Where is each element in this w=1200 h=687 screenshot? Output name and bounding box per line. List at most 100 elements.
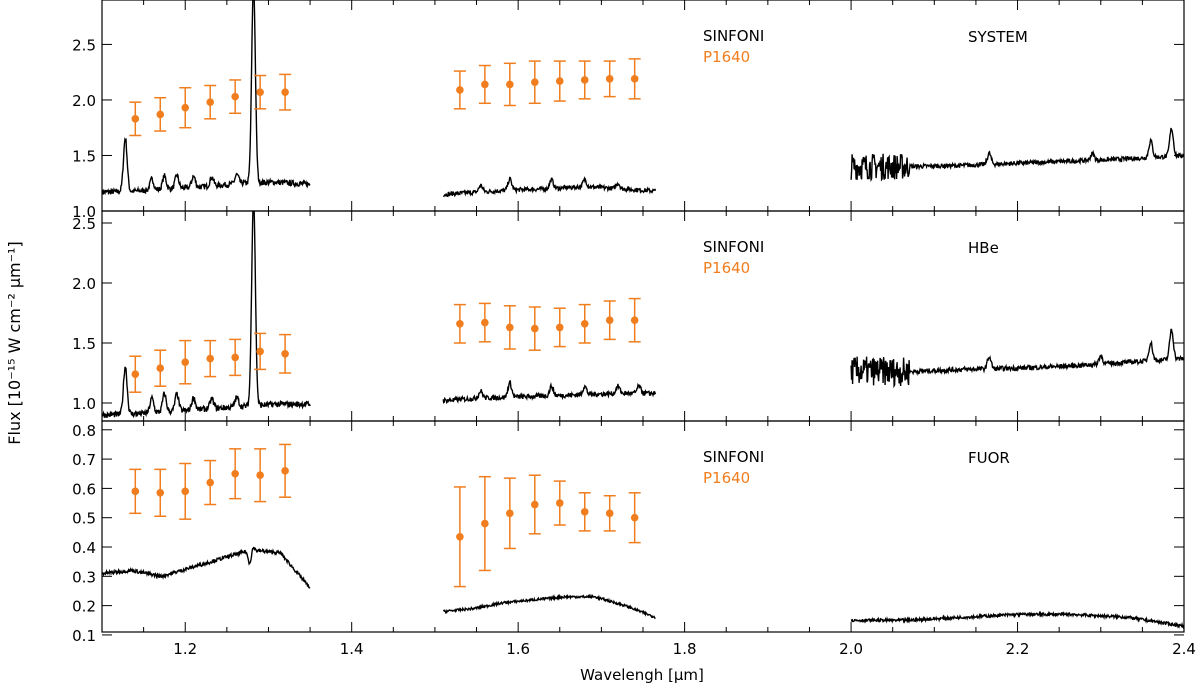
- p1640-point: [256, 347, 264, 356]
- legend-sinfoni: SINFONI: [703, 27, 764, 45]
- panel-fuor: 0.1 0.2 0.3 0.4 0.5 0.6 0.7 0.8 SINFONI P1640 FUOR: [72, 420, 1185, 645]
- p1640-point: [206, 478, 214, 487]
- p1640-point: [131, 115, 140, 123]
- p1640-point: [256, 88, 264, 96]
- p1640-point: [605, 509, 614, 518]
- p1640-point: [456, 86, 464, 94]
- x-tick-label: 2.0: [839, 640, 863, 658]
- p1640-point: [206, 98, 214, 106]
- sinfoni-spectrum: [102, 0, 311, 196]
- panel-system: 1.0 1.5 2.0 2.5 SINFONI P1640 SYSTEM: [72, 0, 1185, 221]
- y-tick-label: 2.5: [72, 215, 96, 233]
- legend-p1640: P1640: [703, 469, 750, 487]
- sinfoni-series: [102, 0, 1184, 198]
- p1640-series: [129, 443, 641, 588]
- sinfoni-spectrum: [442, 176, 657, 198]
- panel-frame: [101, 210, 1185, 422]
- sinfoni-spectrum: [102, 546, 311, 589]
- p1640-point: [181, 487, 190, 496]
- p1640-point: [156, 488, 165, 497]
- p1640-point: [131, 370, 140, 379]
- x-tick-label: 2.4: [1172, 640, 1196, 658]
- y-tick-label: 0.3: [72, 568, 96, 586]
- p1640-point: [531, 78, 539, 86]
- y-tick-label: 0.4: [72, 539, 96, 557]
- p1640-point: [580, 76, 589, 84]
- p1640-point: [281, 88, 289, 96]
- p1640-point: [156, 364, 165, 373]
- p1640-point: [605, 75, 614, 83]
- p1640-point: [231, 92, 239, 101]
- sinfoni-spectrum: [850, 610, 1184, 630]
- p1640-point: [630, 513, 639, 522]
- sinfoni-spectrum: [442, 380, 657, 405]
- panel-frame: [101, 420, 1185, 633]
- panel-title: HBe: [968, 239, 999, 257]
- x-tick-label: 2.2: [1006, 640, 1030, 658]
- p1640-point: [231, 353, 239, 362]
- legend-p1640: P1640: [703, 259, 750, 277]
- p1640-point: [481, 519, 489, 528]
- y-tick-label: 0.5: [72, 510, 96, 528]
- sinfoni-spectrum: [850, 328, 1184, 389]
- p1640-point: [605, 316, 614, 325]
- y-tick-label: 1.0: [72, 395, 96, 413]
- p1640-point: [506, 323, 514, 332]
- y-tick-label: 1.0: [72, 203, 96, 221]
- p1640-point: [630, 316, 639, 325]
- p1640-point: [231, 469, 239, 478]
- p1640-point: [206, 354, 214, 363]
- panel-title: SYSTEM: [968, 28, 1028, 46]
- p1640-point: [531, 324, 539, 333]
- p1640-point: [281, 350, 289, 358]
- p1640-point: [580, 320, 589, 328]
- y-tick-label: 0.6: [72, 480, 96, 498]
- y-tick-label: 2.5: [72, 36, 96, 54]
- p1640-point: [281, 467, 289, 475]
- y-tick-label: 2.0: [72, 92, 96, 110]
- legend-p1640: P1640: [703, 48, 750, 66]
- y-tick-label: 0.8: [72, 422, 96, 440]
- p1640-point: [555, 323, 564, 332]
- sinfoni-spectrum: [850, 127, 1184, 183]
- p1640-point: [580, 508, 589, 516]
- legend-sinfoni: SINFONI: [703, 238, 764, 256]
- y-tick-label: 1.5: [72, 335, 96, 353]
- sinfoni-series: [102, 211, 1184, 419]
- panel-hbe: 1.0 1.5 2.0 2.5 SINFONI P1640 HBe: [72, 210, 1185, 422]
- p1640-point: [481, 80, 489, 89]
- p1640-point: [555, 77, 564, 85]
- p1640-point: [456, 532, 464, 541]
- p1640-point: [181, 358, 190, 367]
- x-tick-label: 1.8: [673, 640, 697, 658]
- y-axis-label: Flux [10⁻¹⁵ W cm⁻² μm⁻¹]: [5, 241, 24, 444]
- sinfoni-series: [102, 546, 1184, 630]
- p1640-point: [506, 509, 514, 518]
- x-tick-label: 1.4: [340, 640, 364, 658]
- panel-title: FUOR: [968, 449, 1010, 467]
- p1640-point: [156, 110, 165, 119]
- y-tick-label: 2.0: [72, 275, 96, 293]
- x-tick-label: 1.2: [173, 640, 197, 658]
- p1640-series: [129, 58, 641, 137]
- legend-sinfoni: SINFONI: [703, 448, 764, 466]
- p1640-point: [555, 499, 564, 507]
- p1640-point: [131, 487, 140, 496]
- sinfoni-spectrum: [102, 211, 311, 419]
- p1640-point: [256, 471, 264, 480]
- y-tick-label: 0.2: [72, 598, 96, 616]
- p1640-point: [481, 318, 489, 327]
- y-tick-label: 0.1: [72, 627, 96, 645]
- y-tick-label: 1.5: [72, 147, 96, 165]
- p1640-point: [456, 320, 464, 328]
- p1640-series: [129, 297, 641, 393]
- p1640-point: [506, 80, 514, 89]
- x-tick-label: 1.6: [506, 640, 530, 658]
- p1640-point: [181, 103, 190, 112]
- chart-panels: 1.0 1.5 2.0 2.5 SINFONI P1640 SYSTEM 1.0 1.5 2.0 2…: [72, 0, 1185, 645]
- y-tick-label: 0.7: [72, 451, 96, 469]
- sinfoni-spectrum: [443, 593, 656, 620]
- p1640-point: [531, 500, 539, 509]
- p1640-point: [630, 75, 639, 83]
